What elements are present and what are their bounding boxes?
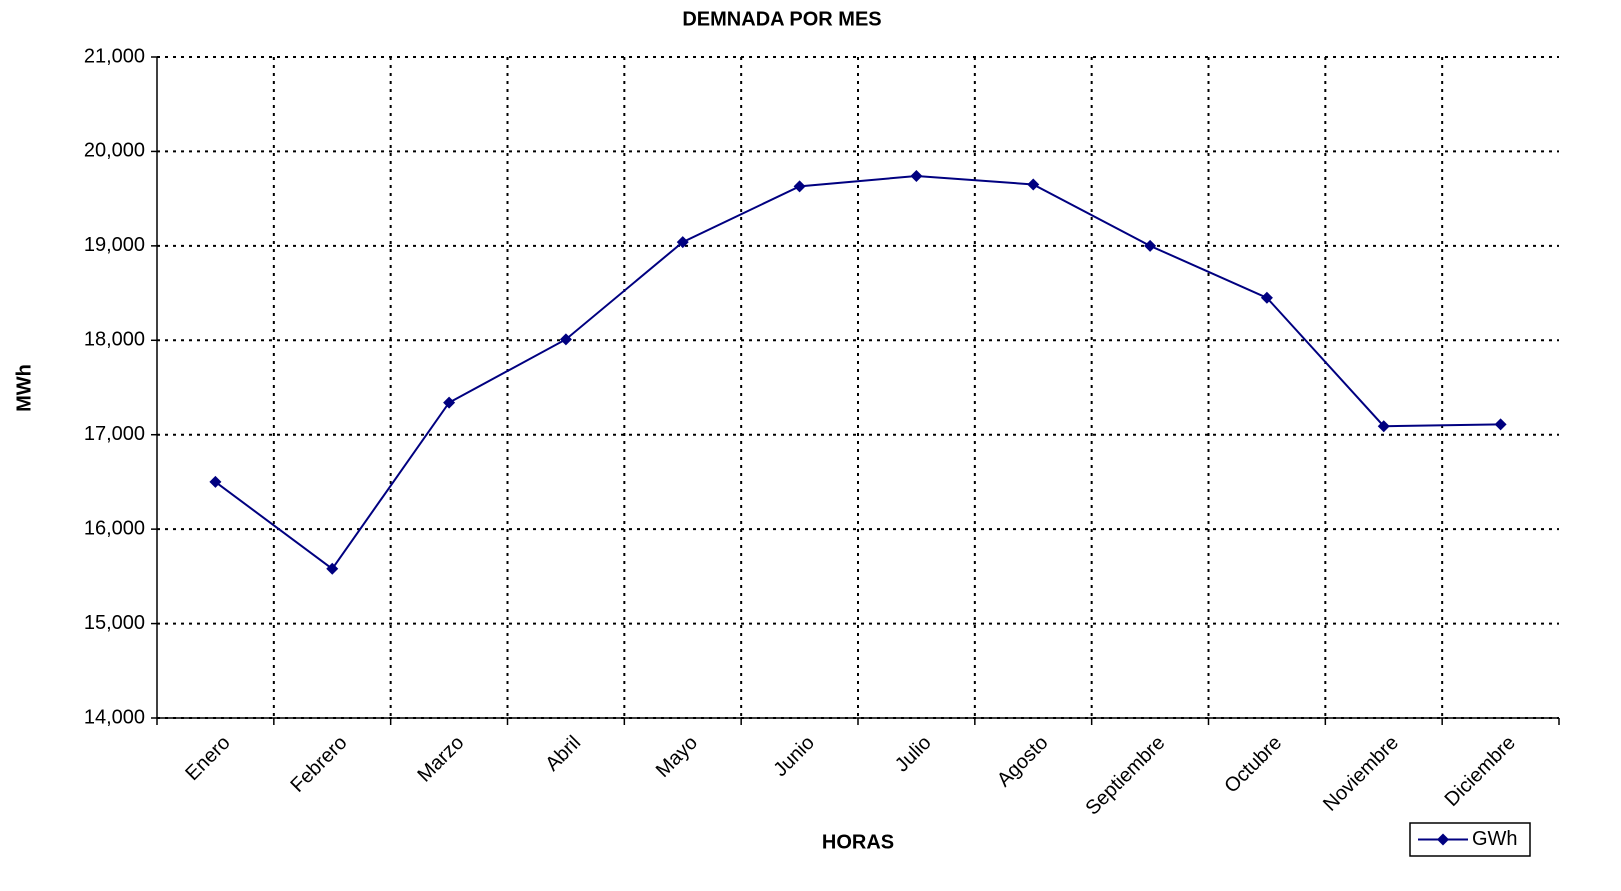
- data-point: [443, 396, 456, 409]
- x-tick-label: Abril: [541, 732, 585, 776]
- data-point: [793, 180, 806, 193]
- y-tick-label: 21,000: [84, 45, 145, 67]
- x-tick-label: Diciembre: [1441, 732, 1520, 811]
- y-tick-label: 15,000: [84, 612, 145, 634]
- x-tick-label: Mayo: [652, 732, 702, 782]
- legend-marker: [1437, 833, 1449, 846]
- legend-label: GWh: [1472, 828, 1518, 850]
- data-point: [910, 169, 923, 182]
- data-point: [1260, 291, 1273, 304]
- x-tick-label: Octubre: [1220, 732, 1286, 798]
- data-point: [559, 333, 572, 346]
- y-axis-label: MWh: [13, 364, 35, 412]
- data-point: [1377, 420, 1390, 433]
- y-tick-label: 18,000: [84, 329, 145, 351]
- x-tick-label: Enero: [181, 732, 234, 785]
- x-tick-label: Marzo: [413, 732, 468, 787]
- x-tick-label: Septiembre: [1081, 732, 1169, 820]
- data-point: [1144, 239, 1157, 252]
- x-tick-label: Junio: [769, 732, 818, 781]
- y-tick-label: 17,000: [84, 423, 145, 445]
- chart-title: DEMNADA POR MES: [682, 8, 881, 30]
- x-tick-label: Noviembre: [1319, 732, 1403, 816]
- y-tick-label: 14,000: [84, 706, 145, 728]
- series-line: [214, 174, 1501, 571]
- data-point: [1494, 418, 1507, 431]
- y-tick-label: 16,000: [84, 517, 145, 539]
- data-point: [1027, 178, 1040, 191]
- y-tick-label: 20,000: [84, 140, 145, 162]
- x-tick-label: Febrero: [286, 732, 351, 797]
- y-tick-label: 19,000: [84, 234, 145, 256]
- x-tick-label: Agosto: [993, 732, 1053, 792]
- x-axis-label: HORAS: [822, 831, 894, 853]
- data-point: [676, 236, 689, 249]
- data-point: [209, 475, 222, 488]
- data-point: [326, 562, 339, 575]
- x-tick-label: Julio: [891, 732, 936, 777]
